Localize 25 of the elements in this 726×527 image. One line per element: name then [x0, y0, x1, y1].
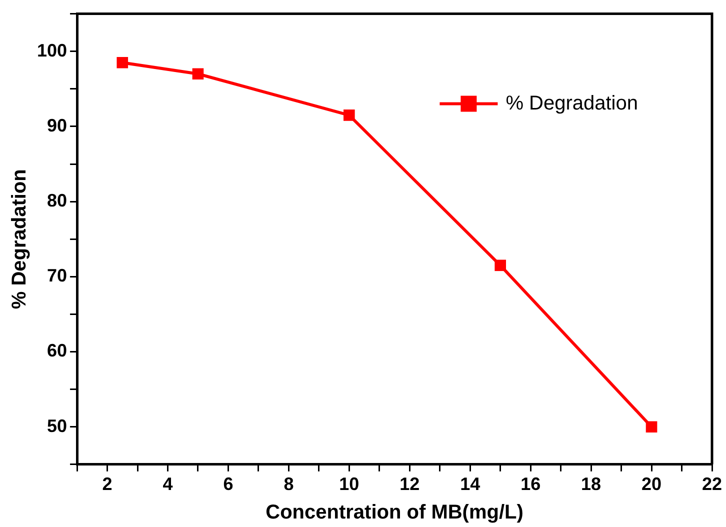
x-tick-label: 8: [284, 474, 294, 494]
y-tick-label: 100: [36, 40, 68, 60]
x-tick-label: 6: [223, 474, 234, 494]
y-tick-label: 90: [47, 115, 68, 136]
x-tick-label: 4: [162, 474, 173, 494]
point: [344, 110, 355, 121]
y-tick-label: 80: [47, 190, 68, 211]
y-tick-label: 50: [47, 416, 68, 436]
y-axis-title: % Degradation: [8, 169, 31, 310]
x-tick-label: 20: [642, 474, 662, 494]
y-tick-label: 70: [47, 266, 68, 286]
x-tick-label: 18: [581, 474, 602, 494]
x-tick-label: 22: [702, 474, 722, 494]
y-tick-label: 60: [47, 340, 68, 361]
x-tick-label: 14: [460, 474, 480, 494]
point: [192, 68, 204, 80]
x-tick-label: 16: [520, 474, 541, 494]
legend-label: % Degradation: [506, 92, 638, 114]
x-axis-title: Concentration of MB(mg/L): [266, 502, 524, 524]
point: [646, 421, 658, 433]
point: [116, 56, 128, 68]
x-tick-label: 10: [339, 474, 360, 494]
point: [494, 260, 506, 272]
x-tick-label: 2: [102, 474, 112, 494]
x-tick-label: 12: [400, 474, 420, 494]
